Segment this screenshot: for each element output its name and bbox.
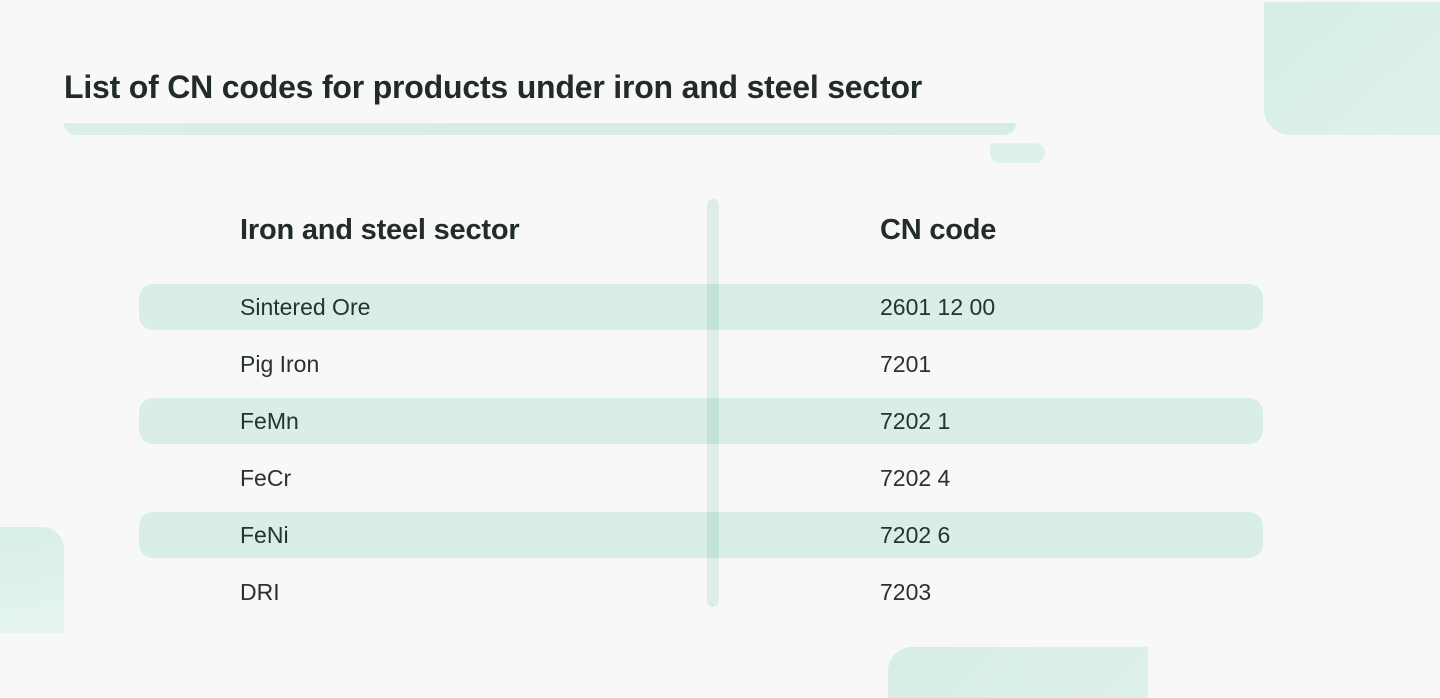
table-body: Sintered Ore 2601 12 00 Pig Iron 7201 Fe…: [139, 284, 1263, 615]
sector-cell: DRI: [240, 578, 280, 605]
table-row: Pig Iron 7201: [139, 341, 1263, 387]
cn-code-cell: 7203: [880, 578, 932, 605]
sector-cell: FeMn: [240, 407, 299, 434]
sector-cell: FeCr: [240, 464, 292, 491]
cn-code-cell: 7202 1: [880, 407, 951, 434]
table-header-row: Iron and steel sector CN code: [139, 206, 1263, 254]
sector-cell: Sintered Ore: [240, 293, 371, 320]
table-row: FeMn 7202 1: [139, 398, 1263, 444]
title-underline-bar: [64, 123, 1016, 135]
sector-cell: Pig Iron: [240, 350, 320, 377]
decor-top-right-shape: [1264, 2, 1440, 135]
cn-code-cell: 7202 6: [880, 521, 951, 548]
table-row: FeNi 7202 6: [139, 512, 1263, 558]
column-header-sector: Iron and steel sector: [240, 213, 520, 246]
cn-code-cell: 7201: [880, 350, 932, 377]
cn-code-cell: 7202 4: [880, 464, 951, 491]
decor-bottom-center-shape: [888, 647, 1148, 698]
sector-cell: FeNi: [240, 521, 289, 548]
table-row: DRI 7203: [139, 569, 1263, 615]
page-title: List of CN codes for products under iron…: [64, 69, 923, 105]
decor-bottom-left-shape: [0, 527, 64, 633]
table-row: Sintered Ore 2601 12 00: [139, 284, 1263, 330]
title-accent-pill: [990, 143, 1045, 163]
cn-code-cell: 2601 12 00: [880, 293, 996, 320]
table-row: FeCr 7202 4: [139, 455, 1263, 501]
column-header-cn-code: CN code: [880, 213, 997, 246]
